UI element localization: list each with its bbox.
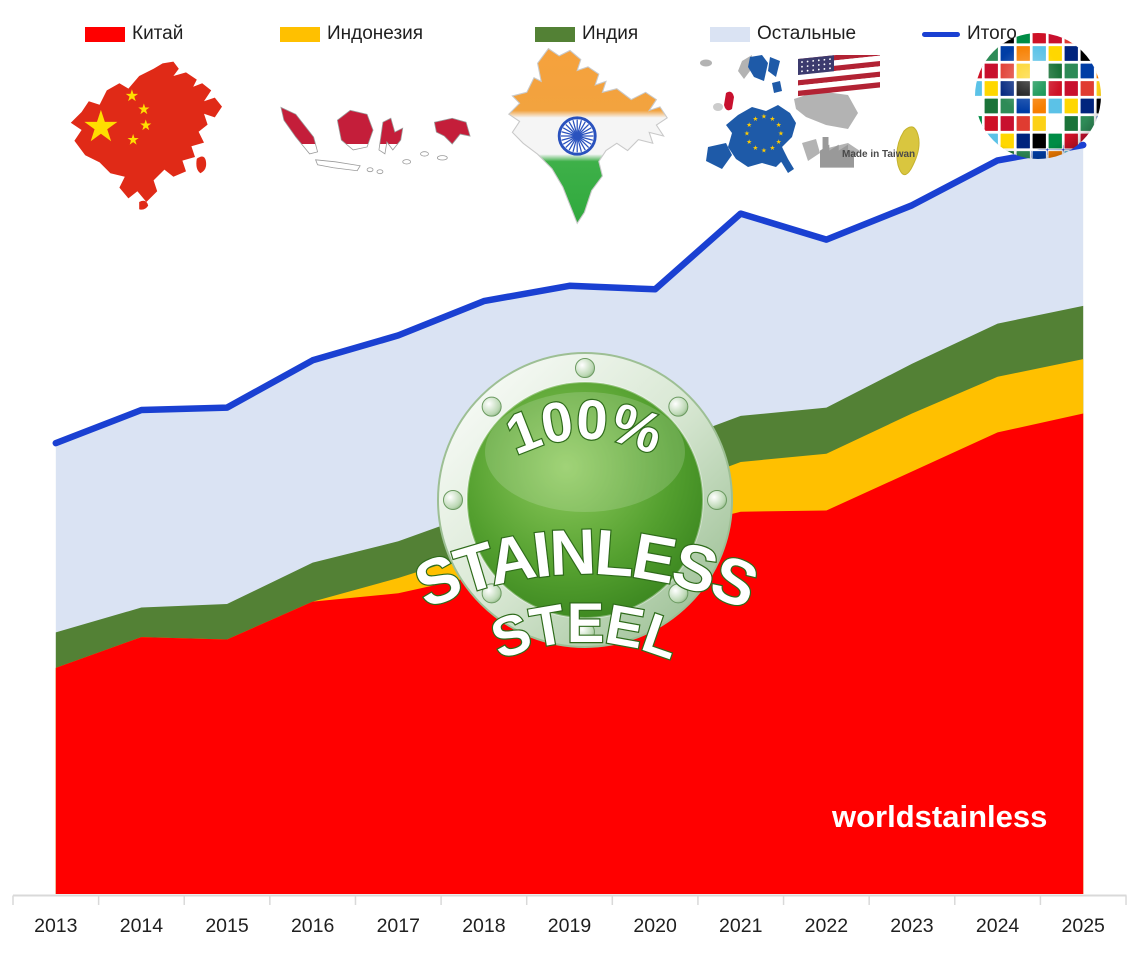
x-axis-label: 2016: [291, 915, 334, 937]
legend-item-india: Индия: [535, 22, 638, 46]
china-map-icon: ★ ★ ★ ★ ★: [70, 61, 222, 210]
stainless-steel-badge: 100% STAINLESS STEEL: [405, 352, 765, 672]
china-swatch: [85, 26, 125, 42]
x-axis-label: 2023: [890, 915, 933, 937]
europe-map-icon: ★★★★★★★★★ ★ ★★: [700, 55, 860, 173]
svg-text:★: ★: [753, 115, 759, 123]
india-swatch: [535, 26, 575, 42]
eu-stars-icon: ★★★★★★★★★ ★ ★★: [744, 113, 784, 155]
x-axis-label: 2019: [548, 915, 591, 937]
svg-text:★: ★: [761, 147, 767, 155]
made-in-taiwan-label: Made in Taiwan: [842, 149, 915, 160]
x-axis-label: 2024: [976, 915, 1020, 937]
others-swatch: [710, 26, 750, 42]
uk-map-icon: [724, 91, 734, 111]
x-axis-label: 2021: [719, 915, 762, 937]
legend-label: Остальные: [757, 23, 857, 44]
svg-text:★: ★: [778, 130, 784, 138]
legend-label: Индия: [582, 23, 639, 44]
x-axis-label: 2015: [205, 915, 249, 937]
legend-item-others: Остальные: [710, 22, 856, 46]
india-map-icon: [507, 47, 668, 225]
indonesia-swatch: [280, 26, 320, 42]
big-star-icon: ★: [82, 103, 121, 151]
legend-label: Итого: [967, 23, 1017, 44]
globe-flags-icon: [975, 33, 1101, 159]
x-axis-label: 2013: [34, 915, 77, 937]
svg-text:★: ★: [770, 115, 776, 123]
small-star-icon: ★: [127, 132, 140, 148]
svg-text:★: ★: [746, 121, 752, 129]
badge-text-100: 100%: [497, 387, 670, 466]
total-line: [52, 141, 1087, 447]
legend-item-indonesia: Индонезия: [280, 22, 423, 46]
svg-text:★: ★: [753, 144, 759, 152]
ashoka-chakra-icon: [557, 116, 597, 156]
usa-flag-icon: [798, 55, 880, 97]
legend-label: Индонезия: [327, 23, 424, 44]
indonesia-map-icon: [280, 106, 471, 175]
svg-text:★: ★: [776, 121, 782, 129]
x-axis-label: 2022: [805, 915, 848, 937]
x-axis-label: 2017: [377, 915, 420, 937]
x-axis-label: 2014: [120, 915, 164, 937]
svg-text:★: ★: [761, 113, 767, 121]
area-Китай: [55, 413, 1084, 894]
svg-text:★: ★: [770, 144, 776, 152]
x-axis-label: 2020: [633, 915, 677, 937]
legend-label: Китай: [132, 23, 184, 44]
factory-icon: [820, 137, 854, 168]
small-star-icon: ★: [137, 102, 150, 118]
small-star-icon: ★: [139, 118, 152, 134]
small-star-icon: ★: [125, 87, 140, 105]
badge-text-steel: STEEL: [483, 591, 687, 671]
badge-bolts: [443, 358, 727, 642]
svg-text:★: ★: [744, 130, 750, 138]
x-axis-label: 2018: [462, 915, 505, 937]
x-axis-label: 2025: [1062, 915, 1106, 937]
taiwan-map-icon: [896, 126, 920, 176]
legend-item-china: Китай: [85, 22, 183, 46]
total-line-swatch: [922, 31, 960, 37]
europe-usa-taiwan-icon: ★★★★★★★★★ ★ ★★ Made in Taiwan: [700, 55, 920, 176]
svg-text:★: ★: [776, 138, 782, 146]
legend-item-total: Итого: [922, 22, 1017, 46]
svg-text:★: ★: [746, 138, 752, 146]
worldstainless-watermark: worldstainless: [832, 799, 1048, 834]
